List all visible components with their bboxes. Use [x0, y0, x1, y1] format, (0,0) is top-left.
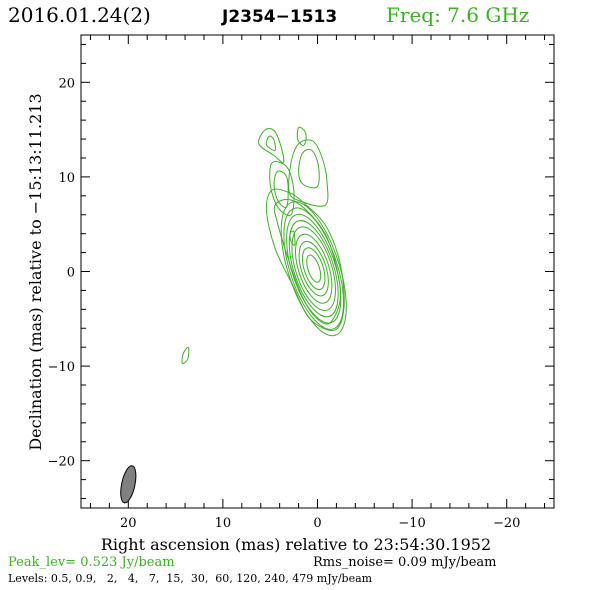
jet-contour [298, 148, 320, 189]
x-tick-label: 20 [120, 516, 137, 531]
observation-date: 2016.01.24(2) [8, 3, 151, 27]
y-tick-label: 10 [58, 171, 75, 186]
axis-ticks [81, 35, 554, 508]
core-contour [291, 226, 336, 311]
jet-contour [296, 126, 307, 147]
jet-contour [265, 188, 345, 332]
y-tick-label: −20 [48, 455, 75, 470]
core-contour [286, 213, 342, 324]
x-axis-label: Right ascension (mas) relative to 23:54:… [101, 535, 491, 554]
restoring-beam [120, 465, 137, 504]
jet-contour [269, 161, 295, 216]
contour-layer [181, 126, 347, 365]
core-contour [280, 201, 347, 337]
jet-contour [265, 135, 276, 151]
y-tick-label: 0 [67, 266, 75, 281]
x-tick-label: 0 [313, 516, 321, 531]
jet-contour [273, 198, 342, 325]
rms-noise: Rms_noise= 0.09 mJy/beam [313, 555, 496, 570]
core-contour [295, 233, 333, 304]
x-tick-label: −10 [398, 516, 425, 531]
core-contour [301, 247, 326, 291]
frequency-label: Freq: 7.6 GHz [386, 3, 529, 27]
core-contour [288, 220, 339, 318]
core-contour [306, 254, 322, 283]
beam-layer [120, 465, 137, 504]
jet-contour [258, 127, 285, 164]
core-contour [283, 207, 345, 330]
peak-level: Peak_lev= 0.523 Jy/beam [8, 555, 175, 570]
axis-tick-labels: 20 10 0 −10 −20 20 10 0 −10 −20 [48, 76, 521, 531]
jet-contour [273, 170, 289, 209]
x-tick-label: −20 [493, 516, 520, 531]
jet-contour [181, 346, 190, 365]
source-name: J2354−1513 [221, 7, 337, 27]
core-contour [298, 240, 329, 297]
jet-contour [289, 230, 296, 246]
y-tick-label: 20 [58, 76, 75, 91]
plot-frame [80, 34, 555, 509]
y-axis-label: Declination (mas) relative to −15:13:11.… [26, 93, 45, 450]
contour-levels: Levels: 0.5, 0.9, 2, 4, 7, 15, 30, 60, 1… [8, 572, 373, 585]
y-tick-label: −10 [48, 360, 75, 375]
x-tick-label: 10 [215, 516, 232, 531]
